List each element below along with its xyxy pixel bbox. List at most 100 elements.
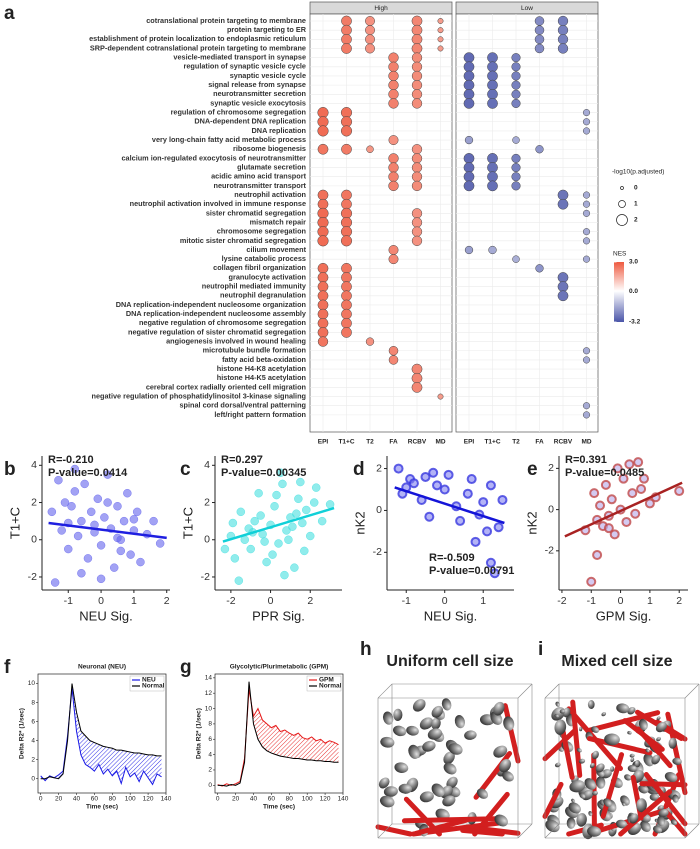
term-label: fatty acid beta-oxidation	[222, 355, 306, 364]
dot	[411, 382, 423, 393]
cell	[636, 798, 647, 813]
point	[317, 516, 327, 526]
point	[86, 507, 96, 517]
fiber	[401, 816, 505, 824]
cell	[394, 762, 409, 773]
dot	[511, 172, 521, 182]
dot	[582, 209, 591, 217]
cell	[592, 790, 598, 796]
x-tick-label: 1	[647, 595, 653, 607]
dot	[463, 79, 475, 91]
cell	[627, 731, 632, 735]
term-label: spinal cord dorsal/ventral patterning	[179, 401, 306, 410]
cell	[448, 743, 463, 755]
y-tick-label: 0	[376, 504, 382, 516]
cell	[630, 757, 635, 763]
cell	[615, 819, 628, 829]
fiber	[542, 781, 564, 819]
stat-annotation: R=-0.509	[429, 552, 475, 564]
point	[306, 531, 315, 541]
dot	[411, 70, 423, 82]
point	[60, 498, 70, 507]
dot	[341, 317, 352, 329]
dot	[411, 52, 423, 63]
cell	[554, 719, 567, 735]
x-tick-label: -2	[557, 595, 566, 607]
render	[542, 683, 700, 840]
fiber	[635, 726, 673, 769]
x-axis-title: NEU Sig.	[424, 608, 477, 623]
dot	[341, 281, 352, 292]
dot	[388, 355, 399, 365]
point	[627, 488, 638, 499]
dot	[340, 235, 353, 247]
dot	[582, 191, 591, 199]
y-tick-label: 0	[548, 503, 554, 515]
x-tick-label: 40	[250, 796, 258, 803]
y-tick-label: 4	[31, 737, 35, 744]
dot	[464, 245, 474, 255]
cell	[670, 819, 678, 826]
dot	[582, 200, 591, 208]
dot	[411, 33, 423, 45]
cell	[431, 705, 444, 718]
facet-title: High	[374, 5, 388, 12]
fiber	[502, 703, 521, 764]
dot	[582, 255, 591, 263]
y-tick-label: 2	[31, 496, 37, 508]
cell	[595, 763, 605, 773]
point	[129, 515, 139, 524]
dot	[411, 226, 423, 237]
cell	[571, 798, 576, 803]
point	[83, 554, 93, 563]
point	[96, 574, 106, 584]
dot	[511, 98, 521, 108]
series-line	[40, 688, 162, 786]
fit-line	[222, 506, 335, 543]
legend-label: NEU	[142, 677, 156, 684]
x-tick-label: 2	[164, 595, 170, 607]
dot	[317, 198, 329, 210]
point	[274, 539, 283, 548]
cell	[629, 753, 635, 758]
point	[455, 515, 466, 526]
x-tick-label: RCBV	[554, 439, 573, 446]
render-title: Uniform cell size	[386, 653, 513, 670]
y-tick-label: 0	[204, 534, 210, 546]
dot	[582, 118, 591, 126]
dot	[534, 16, 545, 26]
difference-hatch	[40, 683, 162, 785]
panel-label: d	[353, 459, 365, 480]
point	[123, 488, 132, 498]
cell	[672, 757, 682, 765]
dot	[341, 308, 352, 320]
point	[70, 464, 80, 474]
x-tick-label: EPI	[464, 439, 475, 446]
dot	[557, 272, 569, 283]
dot	[340, 125, 353, 137]
dot	[388, 52, 399, 63]
y-axis-title: Delta R2* (1/sec)	[196, 708, 203, 759]
dot	[511, 62, 521, 72]
term-label: histone H4-K8 acetylation	[217, 364, 306, 373]
dot	[365, 43, 375, 54]
x-tick-label: 140	[161, 796, 172, 803]
y-tick-label: 8	[31, 699, 35, 706]
dot	[437, 18, 444, 24]
term-label: DNA replication	[252, 126, 306, 135]
point	[609, 529, 620, 540]
point	[272, 490, 281, 500]
term-label: SRP-dependent cotranslational protein ta…	[90, 43, 306, 52]
stat-annotation: P-value=0.00345	[221, 467, 306, 479]
point	[228, 518, 238, 528]
dot	[437, 27, 444, 34]
fit-line	[394, 486, 505, 525]
term-label: neutrophil activation involved in immune…	[130, 199, 306, 208]
cell	[587, 826, 602, 837]
cube-edge	[517, 683, 533, 699]
fiber	[618, 789, 673, 837]
cell	[406, 725, 419, 736]
dot	[317, 125, 329, 137]
point	[311, 483, 321, 492]
point	[100, 513, 109, 522]
